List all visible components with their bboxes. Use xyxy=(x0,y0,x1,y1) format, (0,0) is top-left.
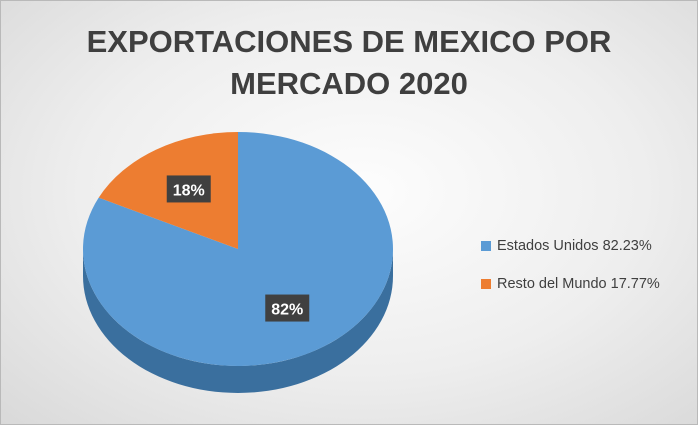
data-label-resto-del-mundo: 18% xyxy=(166,175,211,203)
data-label-box-resto-del-mundo xyxy=(166,175,211,203)
data-labels: 82% 18% xyxy=(166,175,310,322)
data-label-text-estados-unidos: 82% xyxy=(271,302,303,319)
legend-swatch-resto-del-mundo xyxy=(481,279,491,289)
chart-title-line-2: MERCADO 2020 xyxy=(230,66,468,101)
chart-title-line-1: EXPORTACIONES DE MEXICO POR xyxy=(86,24,612,59)
data-label-text-resto-del-mundo: 18% xyxy=(173,182,205,199)
legend-label-estados-unidos: Estados Unidos 82.23% xyxy=(497,238,652,254)
legend: Estados Unidos 82.23% Resto del Mundo 17… xyxy=(481,234,660,310)
chart-title: EXPORTACIONES DE MEXICO POR MERCADO 2020 xyxy=(1,21,697,105)
legend-item-estados-unidos: Estados Unidos 82.23% xyxy=(481,234,660,258)
pie-slices xyxy=(82,132,394,366)
data-label-estados-unidos: 82% xyxy=(265,294,310,322)
legend-item-resto-del-mundo: Resto del Mundo 17.77% xyxy=(481,272,660,296)
legend-label-resto-del-mundo: Resto del Mundo 17.77% xyxy=(497,276,660,292)
pie-side-estados-unidos xyxy=(83,249,393,393)
pie-3d-sides xyxy=(83,249,393,393)
data-label-box-estados-unidos xyxy=(265,294,310,322)
legend-swatch-estados-unidos xyxy=(481,241,491,251)
